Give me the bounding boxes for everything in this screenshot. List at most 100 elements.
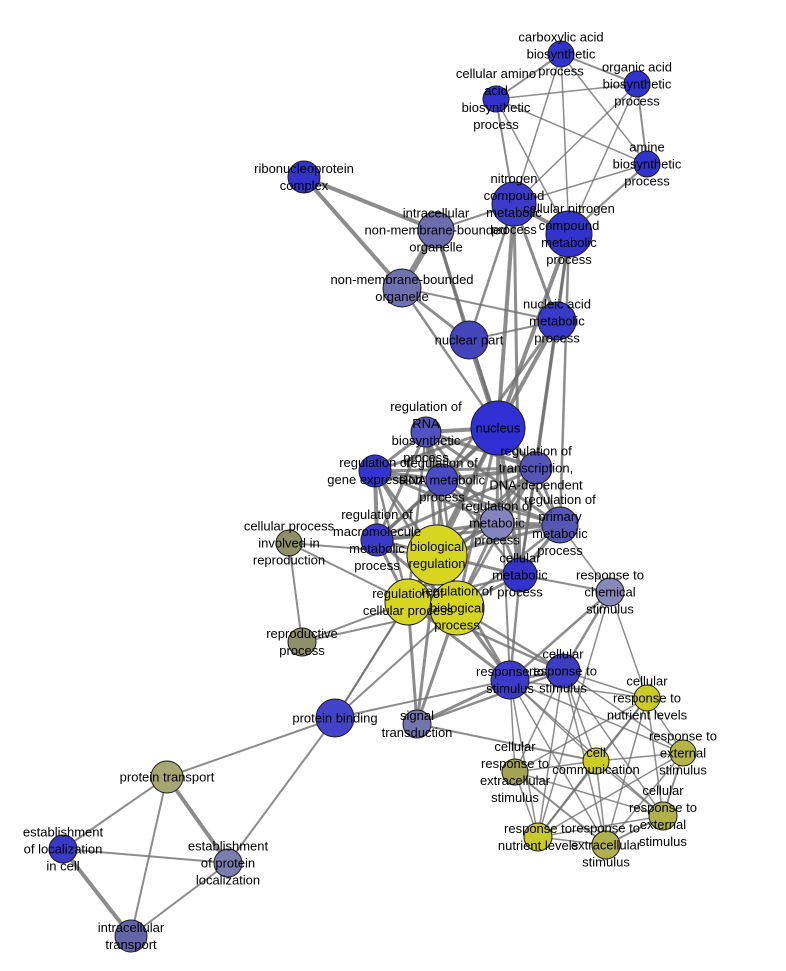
node-cellular-response-to-nutrient-levels[interactable] <box>633 684 661 712</box>
node-label-signal-transduction: signal transduction <box>382 708 453 740</box>
edge-carboxylic-acid-biosynthetic-process--organic-acid-biosynthetic-process <box>560 53 638 85</box>
node-cellular-response-to-extracellular-stimulus[interactable] <box>501 758 529 786</box>
edge-cellular-amino-acid-biosynthetic-process--amine-biosynthetic-process <box>495 98 648 165</box>
node-response-to-stimulus[interactable] <box>490 660 530 700</box>
edge-nitrogen-compound-metabolic-process--nucleus <box>496 203 516 429</box>
node-nucleic-acid-metabolic-process[interactable] <box>537 301 577 341</box>
node-label-protein-binding: protein binding <box>292 711 377 726</box>
node-cell-communication[interactable] <box>582 747 610 775</box>
edge-cellular-response-to-nutrient-levels--response-to-extracellular-stimulus <box>605 697 648 846</box>
node-label-cellular-response-to-nutrient-levels: cellular response to nutrient levels <box>607 674 688 723</box>
node-response-to-nutrient-levels[interactable] <box>523 822 553 852</box>
edge-cellular-nitrogen-compound-metabolic-process--nucleus <box>496 233 571 429</box>
node-intracellular-transport[interactable] <box>114 919 148 953</box>
edge-regulation-of-transcription-dna-dependent--regulation-of-macromolecule-metabolic-process <box>376 466 537 542</box>
node-cellular-nitrogen-compound-metabolic-process[interactable] <box>545 210 593 258</box>
edge-regulation-of-macromolecule-metabolic-process--regulation-of-primary-metabolic-process <box>376 523 561 542</box>
node-label-amine-biosynthetic-process: amine biosynthetic process <box>613 140 682 189</box>
node-label-cellular-amino-acid-biosynthetic-process: cellular amino acid biosynthetic process <box>456 66 536 132</box>
edge-regulation-of-rna-biosynthetic-process--regulation-of-cellular-process <box>406 431 428 603</box>
edge-cellular-response-to-stimulus--response-to-nutrient-levels <box>537 670 564 838</box>
node-regulation-of-transcription-dna-dependent[interactable] <box>519 451 553 485</box>
node-label-regulation-of-biological-process: regulation of biological process <box>421 584 493 633</box>
node-amine-biosynthetic-process[interactable] <box>633 150 661 178</box>
node-label-regulation-of-metabolic-process: regulation of metabolic process <box>461 499 533 548</box>
node-protein-binding[interactable] <box>315 698 355 738</box>
node-protein-transport[interactable] <box>150 760 184 794</box>
edge-response-to-stimulus--cellular-response-to-nutrient-levels <box>509 679 648 699</box>
node-label-intracellular-transport: intracellular transport <box>98 920 165 952</box>
node-establishment-of-protein-localization[interactable] <box>213 848 243 878</box>
edge-response-to-stimulus--response-to-extracellular-stimulus <box>509 679 607 846</box>
node-label-biological-regulation: biological regulation <box>408 539 465 571</box>
node-label-nuclear-part: nuclear part <box>435 333 504 348</box>
node-nitrogen-compound-metabolic-process[interactable] <box>491 181 537 227</box>
edge-organic-acid-biosynthetic-process--cellular-nitrogen-compound-metabolic-process <box>568 83 638 235</box>
edge-response-to-stimulus--cellular-response-to-external-stimulus <box>509 679 664 817</box>
node-biological-regulation[interactable] <box>406 524 468 586</box>
edge-response-to-nutrient-levels--cellular-response-to-external-stimulus <box>537 815 664 838</box>
edge-amine-biosynthetic-process--nitrogen-compound-metabolic-process <box>513 163 648 205</box>
node-label-organic-acid-biosynthetic-process: organic acid biosynthetic process <box>602 60 672 109</box>
node-regulation-of-rna-biosynthetic-process[interactable] <box>410 416 442 448</box>
node-label-cell-communication: cell communication <box>552 745 639 777</box>
edge-protein-transport--establishment-of-localization-in-cell <box>62 776 168 850</box>
node-label-cellular-response-to-external-stimulus: cellular response to external stimulus <box>629 783 697 849</box>
node-non-membrane-bounded-organelle[interactable] <box>382 268 422 308</box>
node-label-establishment-of-protein-localization: establishment of protein localization <box>188 839 269 888</box>
node-regulation-of-macromolecule-metabolic-process[interactable] <box>360 523 394 557</box>
node-label-regulation-of-gene-expression: regulation of gene expression <box>327 455 422 487</box>
edge-regulation-of-rna-biosynthetic-process--regulation-of-primary-metabolic-process <box>425 430 561 527</box>
node-label-response-to-external-stimulus: response to external stimulus <box>649 729 717 778</box>
edge-ribonucleoprotein-complex--intracellular-non-membrane-bounded-organelle <box>303 175 437 232</box>
node-regulation-of-gene-expression[interactable] <box>358 454 392 488</box>
edge-response-to-external-stimulus--response-to-nutrient-levels <box>537 752 684 838</box>
edge-carboxylic-acid-biosynthetic-process--nitrogen-compound-metabolic-process <box>513 53 562 205</box>
node-organic-acid-biosynthetic-process[interactable] <box>623 70 651 98</box>
node-cellular-response-to-stimulus[interactable] <box>545 653 581 689</box>
edge-protein-transport--establishment-of-protein-localization <box>165 775 230 865</box>
node-label-response-to-nutrient-levels: response to nutrient levels <box>498 821 579 853</box>
node-label-carboxylic-acid-biosynthetic-process: carboxylic acid biosynthetic process <box>518 30 603 79</box>
node-response-to-external-stimulus[interactable] <box>669 739 697 767</box>
edge-cell-communication--cellular-response-to-extracellular-stimulus <box>514 760 597 773</box>
edge-signal-transduction--cell-communication <box>416 723 597 762</box>
edge-cellular-amino-acid-biosynthetic-process--cellular-nitrogen-compound-metabolic-process <box>495 98 570 235</box>
node-label-regulation-of-macromolecule-metabolic-process: regulation of macromolecule metabolic proce… <box>333 507 421 573</box>
node-ribonucleoprotein-complex[interactable] <box>287 160 321 194</box>
node-label-cellular-process-involved-in-reproduction: cellular process involved in reproduction <box>244 519 335 568</box>
edge-cellular-response-to-extracellular-stimulus--response-to-extracellular-stimulus <box>514 771 607 846</box>
edge-establishment-of-localization-in-cell--intracellular-transport <box>61 847 133 938</box>
node-regulation-of-metabolic-process[interactable] <box>479 505 515 541</box>
node-label-intracellular-non-membrane-bounded-organelle: intracellular non-membrane-bounded organel… <box>364 206 507 255</box>
edge-regulation-of-transcription-dna-dependent--regulation-of-gene-expression <box>374 466 537 473</box>
node-establishment-of-localization-in-cell[interactable] <box>48 834 78 864</box>
node-nucleus[interactable] <box>470 400 526 456</box>
edge-response-to-stimulus--response-to-chemical-stimulus <box>509 591 611 681</box>
node-response-to-extracellular-stimulus[interactable] <box>591 830 621 860</box>
edge-cellular-nitrogen-compound-metabolic-process--regulation-of-primary-metabolic-process <box>558 233 571 526</box>
node-cellular-process-involved-in-reproduction[interactable] <box>275 529 303 557</box>
node-signal-transduction[interactable] <box>402 709 432 739</box>
edge-ribonucleoprotein-complex--non-membrane-bounded-organelle <box>302 175 404 290</box>
node-regulation-of-primary-metabolic-process[interactable] <box>541 506 579 544</box>
node-intracellular-non-membrane-bounded-organelle[interactable] <box>417 211 455 249</box>
node-cellular-response-to-external-stimulus[interactable] <box>648 801 678 831</box>
node-response-to-chemical-stimulus[interactable] <box>595 577 625 607</box>
node-label-regulation-of-primary-metabolic-process: regulation of primary metabolic process <box>524 492 596 558</box>
node-label-response-to-stimulus: response to stimulus <box>476 664 544 696</box>
node-cellular-amino-acid-biosynthetic-process[interactable] <box>482 85 510 113</box>
edge-cell-communication--response-to-nutrient-levels <box>537 760 597 838</box>
node-cellular-metabolic-process[interactable] <box>502 557 538 593</box>
node-label-ribonucleoprotein-complex: ribonucleoprotein complex <box>254 161 354 193</box>
edge-regulation-of-gene-expression--regulation-of-primary-metabolic-process <box>374 469 561 527</box>
node-regulation-of-rna-metabolic-process[interactable] <box>425 463 459 497</box>
node-carboxylic-acid-biosynthetic-process[interactable] <box>547 40 575 68</box>
node-nuclear-part[interactable] <box>449 320 489 360</box>
node-label-nucleic-acid-metabolic-process: nucleic acid metabolic process <box>523 297 591 346</box>
edge-non-membrane-bounded-organelle--nucleus <box>400 287 500 429</box>
edge-response-to-chemical-stimulus--cellular-response-to-nutrient-levels <box>609 591 648 699</box>
node-reproductive-process[interactable] <box>287 627 317 657</box>
node-regulation-of-biological-process[interactable] <box>429 580 485 636</box>
node-label-nucleus: nucleus <box>476 421 521 436</box>
